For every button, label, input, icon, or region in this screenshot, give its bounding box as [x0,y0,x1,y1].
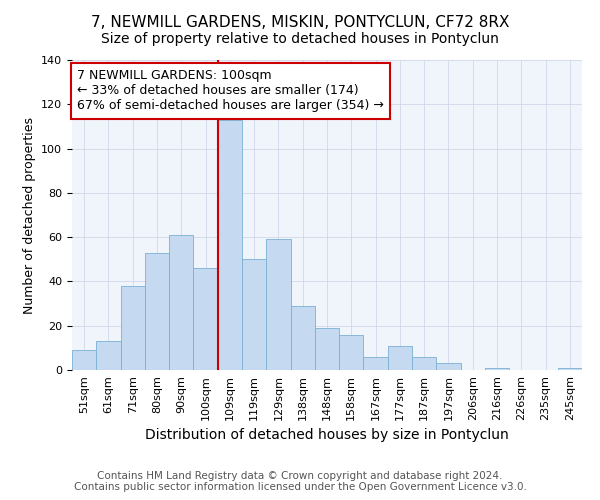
Bar [412,356,436,370]
Bar [96,341,121,370]
Bar [558,368,582,370]
Text: Size of property relative to detached houses in Pontyclun: Size of property relative to detached ho… [101,32,499,46]
Text: Contains HM Land Registry data © Crown copyright and database right 2024.
Contai: Contains HM Land Registry data © Crown c… [74,471,526,492]
Bar [485,368,509,370]
Text: 7 NEWMILL GARDENS: 100sqm
← 33% of detached houses are smaller (174)
67% of semi: 7 NEWMILL GARDENS: 100sqm ← 33% of detac… [77,70,384,112]
Bar [388,346,412,370]
Bar [290,306,315,370]
Bar [364,356,388,370]
Bar [436,364,461,370]
Bar [266,240,290,370]
Bar [72,350,96,370]
Bar [218,120,242,370]
Bar [121,286,145,370]
Bar [193,268,218,370]
Bar [145,252,169,370]
Text: 7, NEWMILL GARDENS, MISKIN, PONTYCLUN, CF72 8RX: 7, NEWMILL GARDENS, MISKIN, PONTYCLUN, C… [91,15,509,30]
X-axis label: Distribution of detached houses by size in Pontyclun: Distribution of detached houses by size … [145,428,509,442]
Bar [339,334,364,370]
Bar [169,235,193,370]
Bar [242,260,266,370]
Bar [315,328,339,370]
Y-axis label: Number of detached properties: Number of detached properties [23,116,35,314]
